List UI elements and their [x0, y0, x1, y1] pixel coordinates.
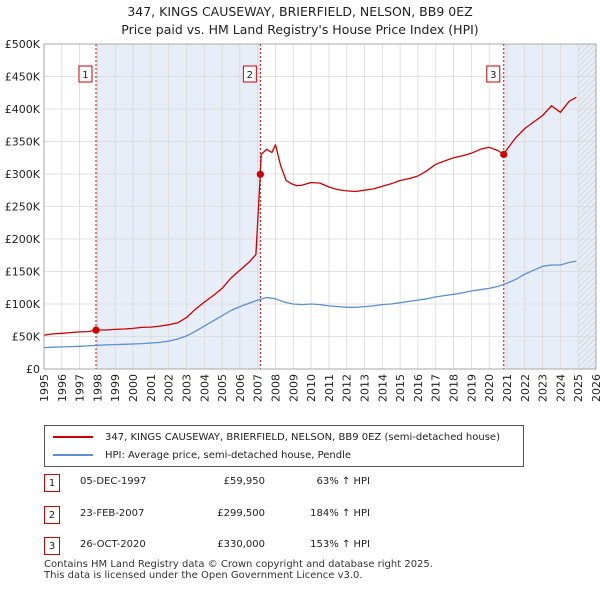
y-tick-label: £150K [5, 266, 41, 279]
sale-price: £330,000 [217, 539, 265, 550]
table-row: 2 23-FEB-2007 £299,500 184% ↑ HPI [44, 506, 564, 526]
y-tick-label: £400K [5, 103, 41, 116]
sale-price: £299,500 [217, 508, 265, 519]
x-tick-label: 1998 [91, 374, 104, 402]
chart-title: 347, KINGS CAUSEWAY, BRIERFIELD, NELSON,… [127, 4, 473, 19]
sale-date: 05-DEC-1997 [80, 476, 147, 487]
x-tick-label: 2001 [145, 374, 158, 402]
sale-badge: 3 [44, 537, 60, 555]
sale-number-label: 1 [82, 70, 88, 81]
x-tick-label: 2023 [537, 374, 550, 402]
y-tick-label: £100K [5, 298, 41, 311]
sale-badge: 1 [44, 474, 60, 492]
y-tick-label: £300K [5, 168, 41, 181]
x-tick-label: 2019 [465, 374, 478, 402]
x-tick-label: 2011 [323, 374, 336, 402]
x-tick-label: 2022 [519, 374, 532, 402]
legend: 347, KINGS CAUSEWAY, BRIERFIELD, NELSON,… [44, 425, 524, 467]
sale-date: 23-FEB-2007 [80, 508, 145, 519]
sale-point [92, 326, 100, 334]
x-tick-label: 2014 [376, 374, 389, 402]
x-tick-label: 1997 [74, 374, 87, 402]
x-tick-label: 2013 [359, 374, 372, 402]
y-tick-label: £0 [26, 363, 40, 376]
y-tick-label: £500K [5, 38, 41, 51]
sale-hpi: 184% ↑ HPI [310, 508, 370, 519]
x-tick-label: 2021 [501, 374, 514, 402]
sale-price: £59,950 [223, 476, 265, 487]
series-line-hpi [43, 260, 577, 349]
price-chart: 1 2 3 £0 £50K £100K £150K £200K £250K £300K £350K… [5, 38, 600, 402]
y-tick-label: £450K [5, 71, 41, 84]
sale-point [256, 170, 264, 178]
x-tick-label: 2012 [341, 374, 354, 402]
legend-label-hpi: HPI: Average price, semi-detached house,… [105, 449, 352, 461]
legend-swatch-blue [53, 454, 93, 456]
sale-badge: 2 [44, 506, 60, 524]
x-tick-label: 2016 [412, 374, 425, 402]
x-tick-label: 2025 [572, 374, 585, 402]
sale-number-label: 2 [247, 70, 253, 81]
legend-swatch-red [53, 436, 93, 438]
y-tick-label: £200K [5, 233, 41, 246]
x-tick-label: 2010 [305, 374, 318, 402]
y-tick-label: £50K [12, 331, 41, 344]
sale-hpi: 153% ↑ HPI [310, 539, 370, 550]
sale-date: 26-OCT-2020 [80, 539, 146, 550]
sale-number-box [78, 65, 93, 83]
plot-frame [43, 43, 597, 370]
sale-point [500, 150, 508, 159]
table-row: 1 05-DEC-1997 £59,950 63% ↑ HPI [44, 474, 564, 494]
table-row: 3 26-OCT-2020 £330,000 153% ↑ HPI [44, 537, 564, 557]
x-tick-label: 2000 [127, 374, 140, 402]
x-tick-label: 2018 [448, 374, 461, 402]
x-tick-label: 2017 [430, 374, 443, 402]
x-tick-label: 2005 [216, 374, 229, 402]
x-tick-label: 1995 [38, 374, 51, 402]
x-tick-label: 2004 [198, 374, 211, 402]
footer-copyright: Contains HM Land Registry data © Crown c… [44, 559, 433, 570]
footer-licence: This data is licensed under the Open Gov… [44, 570, 363, 581]
x-tick-label: 1999 [109, 374, 122, 402]
legend-item-hpi: HPI: Average price, semi-detached house,… [53, 447, 351, 463]
x-tick-label: 2015 [394, 374, 407, 402]
x-tick-label: 2006 [234, 374, 247, 402]
sale-number-label: 3 [490, 70, 496, 81]
x-tick-label: 2002 [163, 374, 176, 402]
series-line-property [43, 96, 577, 336]
x-tick-label: 2007 [252, 374, 265, 402]
x-tick-label: 1996 [56, 374, 69, 402]
y-tick-label: £350K [5, 136, 41, 149]
legend-label-property: 347, KINGS CAUSEWAY, BRIERFIELD, NELSON,… [105, 431, 500, 443]
sale-number-box [242, 65, 257, 83]
x-tick-label: 2009 [287, 374, 300, 402]
sale-number-box [486, 65, 501, 83]
x-tick-label: 2026 [590, 374, 600, 402]
legend-item-property: 347, KINGS CAUSEWAY, BRIERFIELD, NELSON,… [53, 429, 500, 445]
chart-subtitle: Price paid vs. HM Land Registry's House … [121, 22, 479, 37]
x-tick-label: 2008 [269, 374, 282, 402]
y-tick-label: £250K [5, 201, 41, 214]
sale-hpi: 63% ↑ HPI [316, 476, 370, 487]
x-tick-label: 2020 [483, 374, 496, 402]
x-tick-label: 2024 [554, 374, 567, 402]
x-tick-label: 2003 [180, 374, 193, 402]
